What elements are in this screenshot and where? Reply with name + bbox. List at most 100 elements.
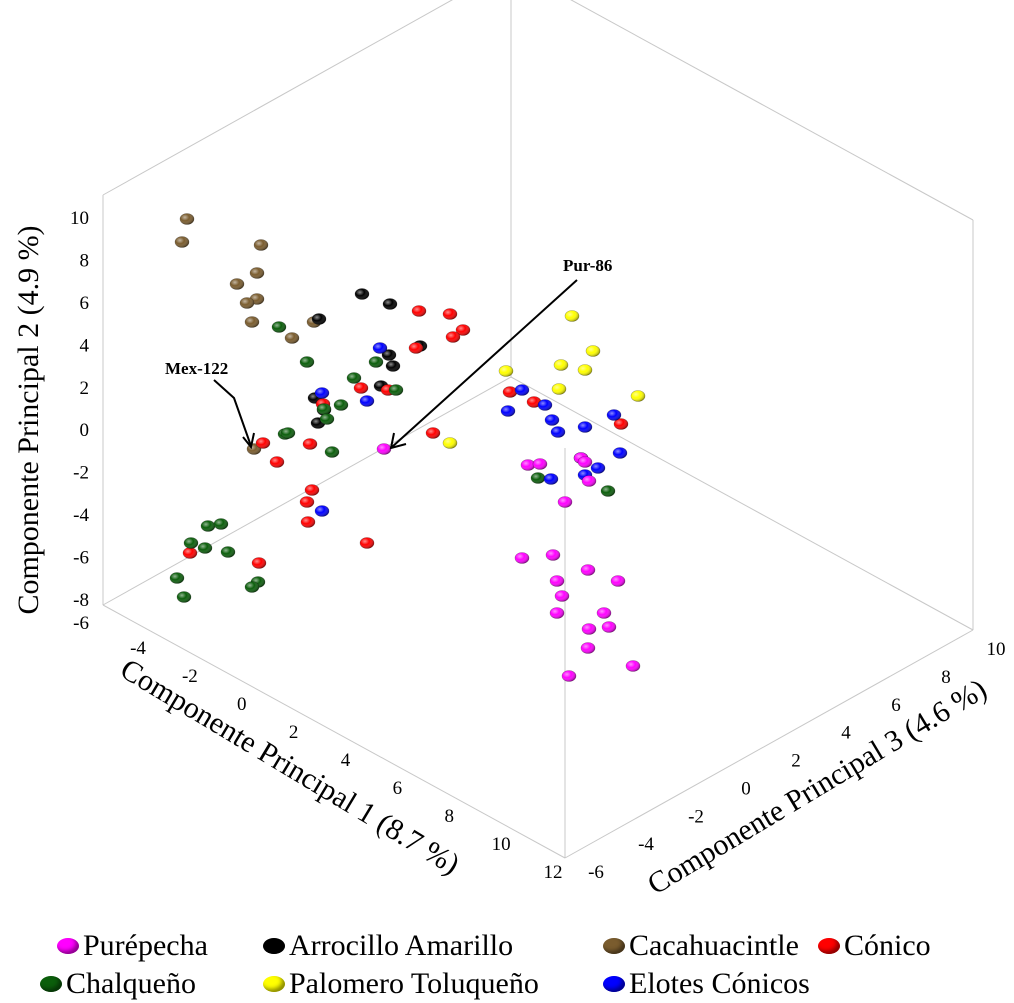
point-conico xyxy=(613,418,629,430)
point-elotes-conicos xyxy=(359,395,375,407)
point-chalqueno xyxy=(200,520,216,532)
point-purepecha xyxy=(532,458,548,470)
y-tick-label: -6 xyxy=(73,613,89,634)
legend-item-conico: Cónico xyxy=(818,928,931,964)
point-elotes-conicos xyxy=(314,505,330,517)
point-purepecha xyxy=(545,549,561,561)
point-elotes-conicos xyxy=(550,426,566,438)
legend-item-elotes-conicos: Elotes Cónicos xyxy=(603,966,810,1002)
point-purepecha xyxy=(561,670,577,682)
legend-label: Elotes Cónicos xyxy=(629,967,810,1000)
legend-label: Palomero Toluqueño xyxy=(289,967,539,1000)
point-conico xyxy=(255,437,271,449)
point-elotes-conicos xyxy=(590,462,606,474)
y-tick-label: -8 xyxy=(73,590,89,611)
right-top-edge xyxy=(570,0,974,221)
point-chalqueno xyxy=(316,403,332,415)
point-chalqueno xyxy=(220,546,236,558)
annotation-pur-86: Pur-86 xyxy=(563,256,612,275)
legend-marker-icon xyxy=(263,938,285,954)
legend-marker-icon xyxy=(40,976,62,992)
floor-right-back-edge xyxy=(510,376,974,631)
data-points xyxy=(169,213,646,682)
point-conico xyxy=(455,324,471,336)
point-conico xyxy=(526,396,542,408)
y-tick-label: -2 xyxy=(73,463,89,484)
point-chalqueno xyxy=(600,485,616,497)
point-purepecha xyxy=(376,443,392,455)
point-elotes-conicos xyxy=(544,414,560,426)
legend-marker-icon xyxy=(57,938,79,954)
legend-label: Arrocillo Amarillo xyxy=(289,929,514,962)
z-tick-label: -2 xyxy=(688,806,704,827)
point-conico xyxy=(302,438,318,450)
point-chalqueno xyxy=(271,321,287,333)
point-cacahuacintle xyxy=(229,278,245,290)
point-chalqueno xyxy=(388,384,404,396)
point-palomero-toluqueno xyxy=(585,345,601,357)
y-tick-label: 0 xyxy=(80,420,90,441)
y-tick-label: 8 xyxy=(80,250,90,271)
point-arrocillo-amarillo xyxy=(381,349,397,361)
point-palomero-toluqueno xyxy=(551,383,567,395)
point-conico xyxy=(269,456,285,468)
legend-marker-icon xyxy=(603,976,625,992)
point-cacahuacintle xyxy=(179,213,195,225)
point-conico xyxy=(502,386,518,398)
z-tick-label: -4 xyxy=(638,834,654,855)
point-palomero-toluqueno xyxy=(577,364,593,376)
x-tick-label: 12 xyxy=(544,862,563,883)
point-chalqueno xyxy=(299,356,315,368)
annotations: Mex-122 Pur-86 xyxy=(165,256,612,450)
annotation-mex-122: Mex-122 xyxy=(165,359,228,378)
point-conico xyxy=(300,516,316,528)
point-purepecha xyxy=(557,496,573,508)
point-conico xyxy=(411,305,427,317)
z-axis-label: Componente Principal 3 (4.6 %) xyxy=(642,673,993,902)
point-chalqueno xyxy=(368,356,384,368)
left-top-edge xyxy=(102,0,453,196)
annotation-arrow-mex-122 xyxy=(213,379,252,447)
point-cacahuacintle xyxy=(284,332,300,344)
x-tick-label: -2 xyxy=(182,666,198,687)
legend-label: Cónico xyxy=(844,929,931,962)
point-chalqueno xyxy=(213,518,229,530)
z-tick-label: 10 xyxy=(987,639,1006,660)
point-palomero-toluqueno xyxy=(553,359,569,371)
arrowhead-icon xyxy=(389,432,407,450)
y-tick-label: 4 xyxy=(80,335,90,356)
y-axis-label: Componente Principal 2 (4.9 %) xyxy=(12,225,45,614)
y-tick-label: 6 xyxy=(80,293,90,314)
annotation-arrow-pur-86 xyxy=(391,279,578,448)
point-purepecha xyxy=(581,623,597,635)
z-axis-line xyxy=(564,629,974,859)
point-purepecha xyxy=(580,642,596,654)
point-palomero-toluqueno xyxy=(442,437,458,449)
z-tick-label: -6 xyxy=(588,862,604,883)
point-chalqueno xyxy=(244,581,260,593)
x-tick-label: -4 xyxy=(130,638,146,659)
point-purepecha xyxy=(549,575,565,587)
point-chalqueno xyxy=(346,372,362,384)
point-purepecha xyxy=(596,607,612,619)
point-palomero-toluqueno xyxy=(498,365,514,377)
legend-item-cacahuacintle: Cacahuacintle xyxy=(603,928,799,964)
point-cacahuacintle xyxy=(244,316,260,328)
point-conico xyxy=(442,308,458,320)
legend-label: Chalqueño xyxy=(66,967,196,1000)
point-conico xyxy=(299,496,315,508)
point-chalqueno xyxy=(169,572,185,584)
point-purepecha xyxy=(610,575,626,587)
point-elotes-conicos xyxy=(372,342,388,354)
z-tick-label: 6 xyxy=(891,695,901,716)
point-elotes-conicos xyxy=(543,473,559,485)
legend-item-palomero-toluqueno: Palomero Toluqueño xyxy=(263,966,539,1002)
point-purepecha xyxy=(549,607,565,619)
point-conico xyxy=(359,537,375,549)
point-chalqueno xyxy=(319,413,335,425)
z-tick-label: 4 xyxy=(841,723,851,744)
y-tick-label: -4 xyxy=(73,505,89,526)
point-chalqueno xyxy=(176,591,192,603)
x-tick-label: 4 xyxy=(341,750,351,771)
